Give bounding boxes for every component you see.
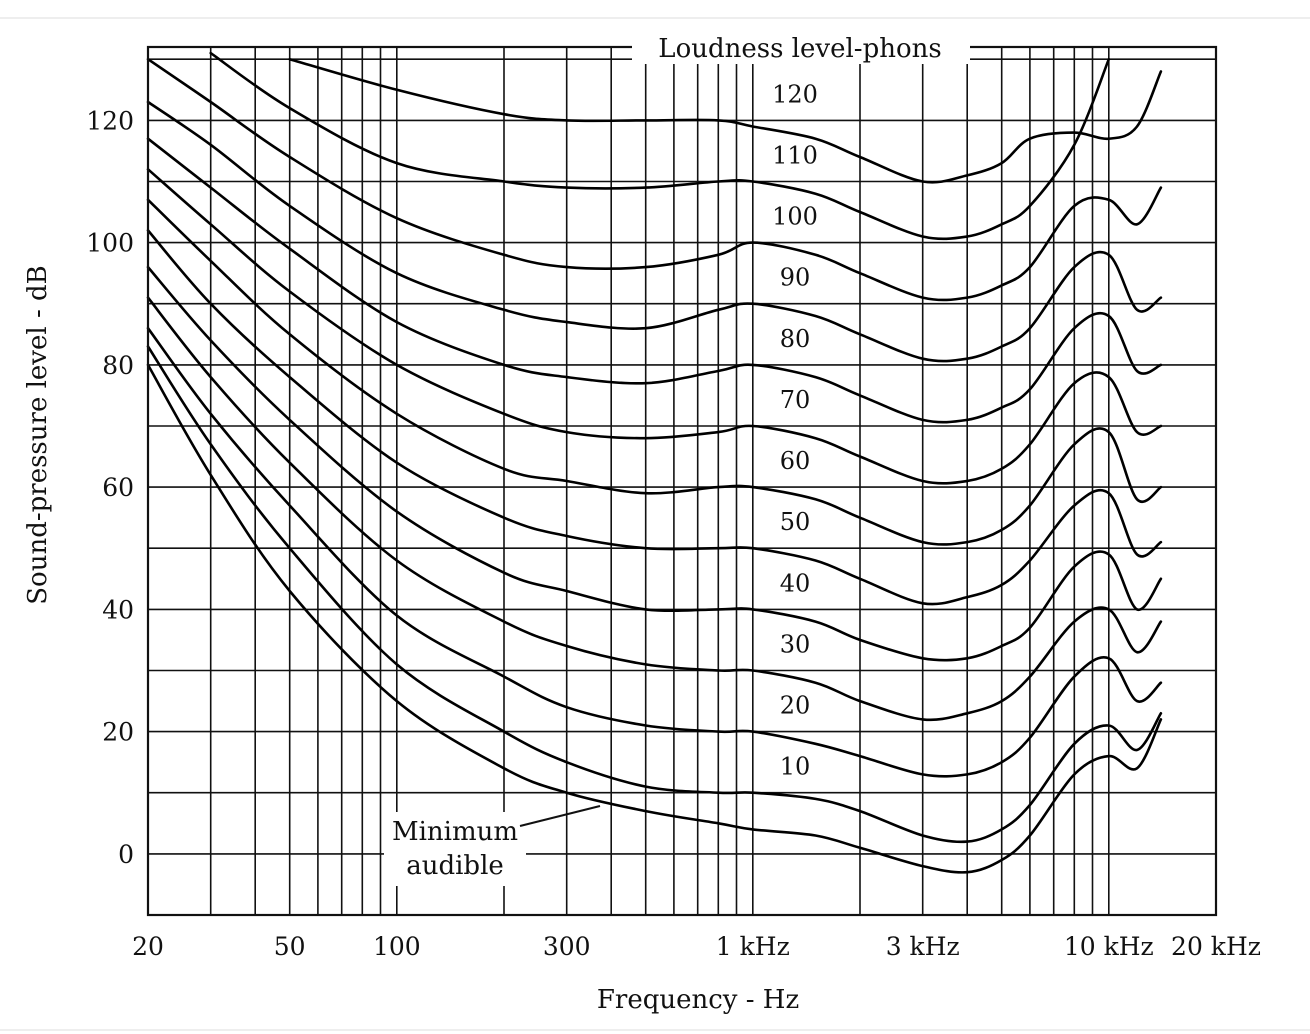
- curve-90-phon: [146, 100, 1163, 363]
- phon-label-background: [776, 754, 814, 781]
- phon-label-background: [776, 632, 814, 659]
- y-tick-label: 100: [86, 229, 134, 258]
- annotation-line2: audible: [406, 851, 504, 881]
- annotation-line1: Minimum: [392, 817, 518, 847]
- phon-label-background: [776, 265, 814, 292]
- x-tick-label: 3 kHz: [886, 932, 960, 961]
- x-tick-label: 10 kHz: [1064, 932, 1154, 961]
- curve-80-phon: [146, 137, 1163, 424]
- annotation-pointer: [519, 805, 601, 827]
- phon-label-70: 70: [780, 386, 811, 414]
- loudness-curves: [146, 51, 1163, 874]
- x-tick-label: 50: [274, 932, 306, 961]
- x-tick-label: 300: [543, 932, 591, 961]
- phon-label-20: 20: [780, 692, 811, 720]
- curve-minimum-audible: [146, 363, 1163, 874]
- phon-label-40: 40: [780, 569, 811, 597]
- x-tick-label: 1 kHz: [716, 932, 790, 961]
- y-tick-label: 0: [118, 840, 134, 869]
- y-axis-label: Sound-pressure level - dB: [23, 265, 53, 605]
- phon-label-90: 90: [780, 264, 811, 292]
- phon-label-30: 30: [780, 631, 811, 659]
- minimum-audible-annotation: Minimum audible: [384, 805, 601, 886]
- curve-60-phon: [146, 198, 1163, 546]
- curve-100-phon: [146, 57, 1163, 302]
- phon-label-background: [768, 143, 822, 170]
- curve-110-phon: [209, 51, 1111, 241]
- phon-label-background: [776, 388, 814, 414]
- curve-70-phon: [146, 168, 1163, 485]
- phon-label-100: 100: [772, 203, 818, 231]
- curve-30-phon: [146, 296, 1163, 722]
- x-axis-ticks: 20 50 100 300 1 kHz 3 kHz 10 kHz 20 kHz: [132, 932, 1261, 961]
- phon-label-background: [768, 204, 822, 231]
- phon-label-120: 120: [772, 80, 818, 108]
- legend-title-group: Loudness level-phons: [632, 30, 970, 64]
- annotation-background: [384, 812, 526, 886]
- x-tick-label: 100: [373, 932, 421, 961]
- phon-label-background: [776, 449, 814, 476]
- y-tick-label: 60: [102, 473, 134, 502]
- phon-label-80: 80: [780, 325, 811, 353]
- legend-title: Loudness level-phons: [658, 34, 941, 64]
- phon-label-50: 50: [780, 508, 811, 536]
- phon-label-110: 110: [772, 142, 818, 170]
- legend-title-background: [632, 30, 970, 64]
- y-axis-ticks: 0 20 40 60 80 100 120: [86, 106, 134, 869]
- x-axis-label: Frequency - Hz: [597, 985, 799, 1015]
- grid: [148, 47, 1216, 915]
- phon-label-10: 10: [780, 753, 811, 781]
- curve-120-phon: [288, 57, 1163, 184]
- curve-50-phon: [146, 229, 1163, 606]
- phon-label-background: [776, 571, 814, 598]
- y-tick-label: 120: [86, 106, 134, 135]
- y-tick-label: 20: [102, 718, 134, 747]
- phon-label-background: [776, 693, 814, 720]
- phon-label-60: 60: [780, 447, 811, 475]
- curve-40-phon: [146, 265, 1163, 662]
- curve-10-phon: [146, 345, 1163, 844]
- y-tick-label: 80: [102, 351, 134, 380]
- phon-label-background: [776, 510, 814, 537]
- x-tick-label: 20: [132, 932, 164, 961]
- curve-20-phon: [146, 326, 1163, 778]
- x-tick-label: 20 kHz: [1171, 932, 1261, 961]
- phon-label-background: [768, 82, 822, 109]
- y-tick-label: 40: [102, 595, 134, 624]
- phon-label-background: [776, 326, 814, 353]
- phon-labels: 10 20 30 40 50 60 70 80 90 100 110 120: [768, 80, 822, 781]
